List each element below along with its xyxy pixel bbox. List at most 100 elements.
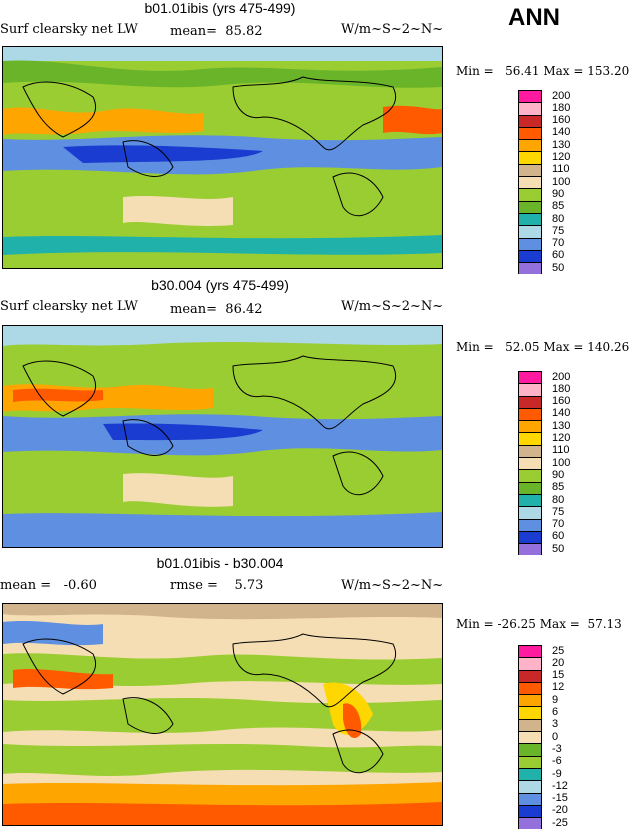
colorbar-label: -20 — [552, 804, 568, 817]
colorbar-swatch — [518, 395, 542, 408]
colorbar-label: 50 — [552, 542, 565, 555]
colorbar-swatch — [518, 126, 542, 140]
colorbar-swatch — [518, 804, 542, 818]
colorbar-swatch — [518, 469, 542, 482]
colorbar-swatch — [518, 506, 542, 519]
colorbar-label: 180 — [552, 382, 571, 395]
colorbar-label: 12 — [552, 681, 565, 694]
colorbar-swatch — [518, 657, 542, 670]
colorbar-swatch — [518, 163, 542, 177]
colorbar-label: 75 — [552, 505, 565, 518]
panel-3-mean: mean = -0.60 — [0, 578, 97, 593]
panel-2-title: b30.004 (yrs 475-499) — [151, 277, 289, 293]
colorbar-label: 140 — [552, 126, 571, 139]
colorbar-swatch — [518, 817, 542, 829]
colorbar-label: 60 — [552, 249, 565, 262]
panel-1-field-label: Surf clearsky net LW — [0, 22, 138, 37]
colorbar-swatch — [518, 767, 542, 781]
colorbar-label: -15 — [552, 792, 568, 805]
colorbar-swatch — [518, 151, 542, 164]
colorbar-swatch — [518, 237, 542, 250]
colorbar-swatch — [518, 139, 542, 152]
colorbar-swatch — [518, 755, 542, 768]
colorbar-label: 130 — [552, 419, 571, 432]
colorbar-swatch — [518, 176, 542, 189]
colorbar-label: -9 — [552, 767, 562, 780]
colorbar-label: 100 — [552, 456, 571, 469]
panel-1-map — [2, 46, 443, 269]
season-badge: ANN — [508, 4, 560, 31]
colorbar-swatch — [518, 493, 542, 507]
colorbar-label: 70 — [552, 518, 565, 531]
panel-1-colorbar: 200 180 160 140 130 120 110 100 90 85 80 75 70 60 50 — [518, 90, 570, 275]
colorbar-label: 20 — [552, 656, 565, 669]
colorbar-swatch — [518, 780, 542, 793]
panel-1-title: b01.01ibis (yrs 475-499) — [144, 0, 296, 16]
panel-3-colorbar: 25 20 15 12 9 6 3 0 -3 -6 -9 -12 -15 -20 -25 — [518, 645, 568, 829]
colorbar-swatch — [518, 90, 542, 103]
panel-3-title: b01.01ibis - b30.004 — [156, 555, 284, 571]
colorbar-swatch — [518, 706, 542, 719]
colorbar-swatch — [518, 407, 542, 421]
colorbar-label: 90 — [552, 187, 565, 200]
colorbar-label: 85 — [552, 200, 565, 213]
panel-2-map — [2, 325, 443, 548]
colorbar-swatch — [518, 645, 542, 658]
panel-1-minmax: Min = 56.41 Max = 153.20 — [456, 64, 630, 78]
colorbar-swatch — [518, 432, 542, 445]
colorbar-label: -6 — [552, 755, 562, 768]
panel-3-map — [2, 603, 443, 826]
panel-2-minmax: Min = 52.05 Max = 140.26 — [456, 340, 630, 354]
panel-3-units: W/m~S~2~N~ — [341, 578, 444, 593]
colorbar-label: 160 — [552, 395, 571, 408]
colorbar-swatch — [518, 681, 542, 695]
panel-1-units: W/m~S~2~N~ — [341, 22, 444, 37]
colorbar-label: 100 — [552, 175, 571, 188]
colorbar-swatch — [518, 371, 542, 384]
colorbar-swatch — [518, 444, 542, 458]
panel-1-mean: mean= 85.82 — [170, 24, 263, 39]
colorbar-swatch — [518, 114, 542, 127]
colorbar-swatch — [518, 262, 542, 275]
colorbar-label: -3 — [552, 742, 562, 755]
colorbar-swatch — [518, 543, 542, 556]
colorbar-label: 75 — [552, 224, 565, 237]
colorbar-label: 80 — [552, 493, 565, 506]
colorbar-swatch — [518, 212, 542, 226]
panel-2-colorbar: 200 180 160 140 130 120 110 100 90 85 80 75 70 60 50 — [518, 371, 570, 556]
colorbar-label: 120 — [552, 151, 571, 163]
colorbar-label: 110 — [552, 444, 570, 457]
colorbar-label: 3 — [552, 718, 559, 731]
colorbar-label: 70 — [552, 237, 565, 250]
colorbar-swatch — [518, 420, 542, 433]
colorbar-swatch — [518, 383, 542, 396]
colorbar-label: 15 — [552, 669, 565, 682]
colorbar-label: -12 — [552, 779, 568, 792]
colorbar-swatch — [518, 200, 542, 213]
colorbar-label: 90 — [552, 468, 565, 481]
colorbar-swatch — [518, 457, 542, 470]
panel-2-mean: mean= 86.42 — [170, 302, 263, 317]
colorbar-swatch — [518, 694, 542, 707]
colorbar-swatch — [518, 731, 542, 744]
colorbar-label: 160 — [552, 114, 571, 127]
colorbar-label: 130 — [552, 138, 571, 151]
colorbar-label: 120 — [552, 432, 571, 444]
panel-2-units: W/m~S~2~N~ — [341, 299, 444, 314]
colorbar-label: 180 — [552, 101, 571, 114]
colorbar-swatch — [518, 792, 542, 805]
colorbar-swatch — [518, 481, 542, 494]
colorbar-swatch — [518, 518, 542, 531]
colorbar-label: 50 — [552, 261, 565, 274]
colorbar-label: 110 — [552, 163, 570, 176]
colorbar-label: 0 — [552, 730, 559, 743]
panel-3-minmax: Min = -26.25 Max = 57.13 — [456, 617, 622, 631]
colorbar-swatch — [518, 718, 542, 732]
colorbar-label: 80 — [552, 212, 565, 225]
colorbar-label: 200 — [552, 370, 571, 383]
colorbar-swatch — [518, 249, 542, 263]
colorbar-swatch — [518, 188, 542, 201]
colorbar-label: 140 — [552, 407, 571, 420]
panel-2-field-label: Surf clearsky net LW — [0, 299, 138, 314]
colorbar-swatch — [518, 102, 542, 115]
